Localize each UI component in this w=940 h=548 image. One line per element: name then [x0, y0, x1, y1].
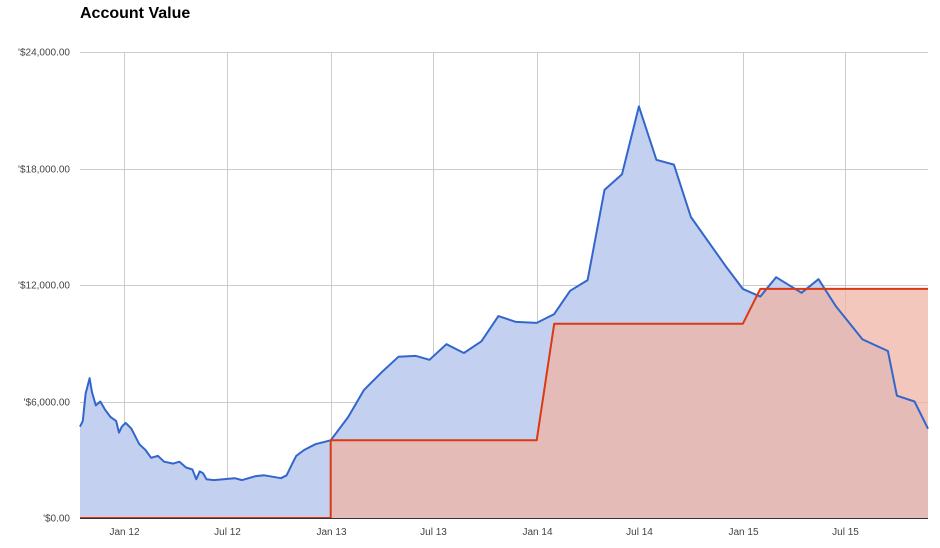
series-line-1	[79, 105, 929, 482]
tick-labels: '$0.00 '$6,000.00 '$12,000.00 '$18,000.00 '$…	[18, 48, 859, 539]
series-line-2	[80, 287, 928, 519]
y-tick-label: '$0.00	[43, 514, 70, 525]
y-tick-label: '$12,000.00	[18, 281, 70, 292]
x-tick-label: Jan 12	[109, 527, 139, 538]
series-lines	[79, 105, 929, 519]
x-tick-label: Jul 13	[420, 527, 447, 538]
y-tick-label: '$24,000.00	[18, 48, 70, 59]
y-tick-label: '$18,000.00	[18, 165, 70, 176]
x-tick-label: Jul 15	[832, 527, 859, 538]
x-tick-label: Jan 14	[522, 527, 552, 538]
series-area-2	[80, 288, 928, 518]
x-tick-label: Jul 14	[626, 527, 653, 538]
x-tick-label: Jul 12	[214, 527, 241, 538]
x-tick-label: Jan 15	[728, 527, 758, 538]
chart-title: Account Value	[80, 5, 191, 22]
x-tick-label: Jan 13	[316, 527, 346, 538]
y-tick-label: '$6,000.00	[24, 398, 71, 409]
series-areas	[80, 106, 928, 519]
